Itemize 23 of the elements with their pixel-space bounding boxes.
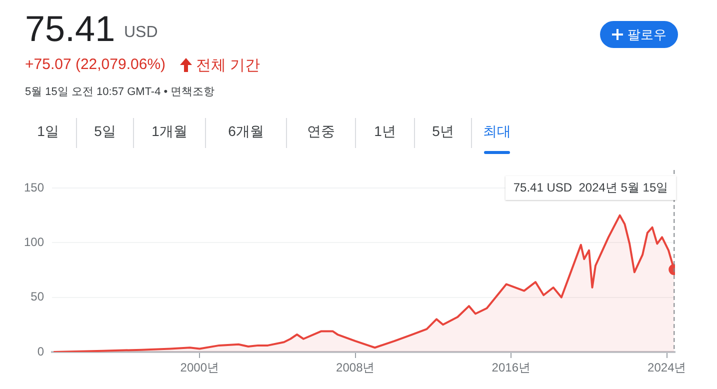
text: +75.07 (22,079.06%) xyxy=(25,56,166,73)
text: USD xyxy=(124,24,158,42)
chart-title: 75.41 xyxy=(25,8,116,50)
text: 팔로우 xyxy=(628,26,666,44)
y-tick-label: 150 xyxy=(24,180,44,194)
y-tick-label: 50 xyxy=(30,290,44,304)
y-tick-label: 100 xyxy=(24,234,44,249)
y-tick-label: 0 xyxy=(37,344,44,358)
text: 1일 xyxy=(20,118,77,148)
text: 5일 xyxy=(77,118,134,148)
x-tick-label: 2008년 xyxy=(336,360,375,375)
text: 5년 xyxy=(415,118,472,148)
text: 5월 15일 오전 10:57 GMT-4 • 면책조항 xyxy=(25,85,215,99)
text: 6개월 xyxy=(206,118,287,148)
annotation: 75.41 USD 2024년 5월 15일 xyxy=(513,180,668,194)
x-tick-label: 2016년 xyxy=(492,360,530,375)
text: 1년 xyxy=(356,118,415,148)
text: 최대 xyxy=(472,118,522,148)
text: 연중 xyxy=(287,118,356,148)
text: 전체 기간 xyxy=(196,56,260,75)
x-tick-label: 2000년 xyxy=(180,360,219,375)
text: 1개월 xyxy=(134,118,206,148)
x-tick-label: 2024년 xyxy=(648,360,686,375)
